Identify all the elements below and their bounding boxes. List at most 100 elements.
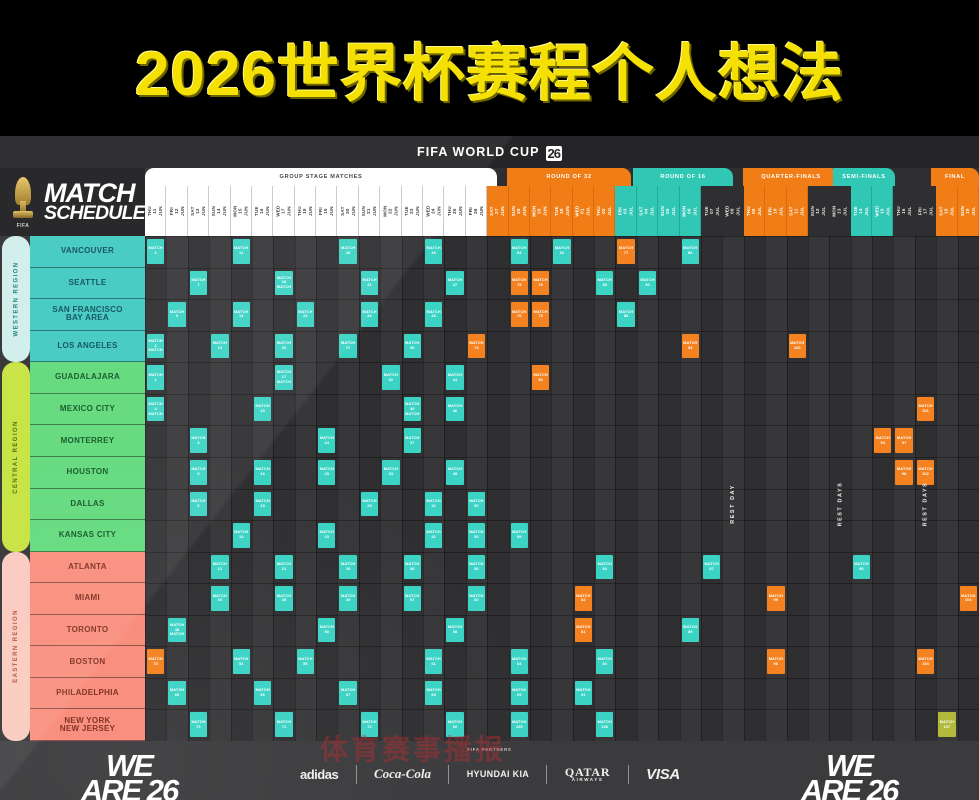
date-header-cell[interactable]: TUE 07 JUL bbox=[701, 186, 723, 236]
date-header-cell[interactable]: SAT 18 JUL bbox=[936, 186, 958, 236]
match-cell[interactable]: MATCH 103 bbox=[916, 649, 935, 674]
sponsor-logo-coke[interactable]: Coca-Cola bbox=[373, 766, 431, 781]
match-cell[interactable]: MATCH 68 bbox=[425, 680, 443, 706]
date-header-cell[interactable]: SAT 11 JUL bbox=[786, 186, 808, 236]
match-cell[interactable]: MATCH 53 bbox=[467, 523, 486, 548]
match-cell[interactable]: MATCH 2 MATCH bbox=[147, 333, 165, 359]
match-cell[interactable]: MATCH 28 bbox=[339, 554, 357, 580]
match-cell[interactable]: MATCH 60 bbox=[467, 586, 486, 611]
match-cell[interactable]: MATCH 87 bbox=[703, 554, 721, 580]
date-header-cell[interactable]: SAT 20 JUN bbox=[337, 186, 359, 236]
match-cell[interactable]: MATCH 90 bbox=[638, 270, 657, 296]
match-cell[interactable]: MATCH 1 bbox=[147, 365, 165, 390]
date-header-cell[interactable]: TUE 30 JUN bbox=[551, 186, 573, 236]
match-cell[interactable]: MATCH 36 MATCH bbox=[403, 396, 421, 422]
match-cell[interactable]: MATCH 37 bbox=[403, 428, 421, 453]
match-cell[interactable]: MATCH 14 bbox=[232, 302, 250, 327]
match-cell[interactable]: MATCH 12 bbox=[211, 554, 229, 580]
date-header-cell[interactable]: WED 24 JUN bbox=[423, 186, 445, 236]
match-cell[interactable]: MATCH 21 bbox=[275, 554, 293, 580]
match-cell[interactable]: MATCH 27 bbox=[339, 333, 357, 359]
match-cell[interactable]: MATCH 73 bbox=[147, 649, 165, 674]
match-cell[interactable]: MATCH 79 bbox=[531, 302, 550, 327]
match-cell[interactable]: MATCH 13 bbox=[232, 523, 250, 548]
match-cell[interactable]: MATCH 102 bbox=[916, 459, 935, 485]
match-cell[interactable]: MATCH 104 bbox=[959, 586, 977, 611]
city-row-label[interactable]: LOS ANGELES bbox=[30, 330, 145, 363]
match-cell[interactable]: MATCH 3 bbox=[147, 239, 165, 264]
sponsor-logo-adidas[interactable]: adidas bbox=[300, 766, 339, 782]
match-cell[interactable]: MATCH 38 bbox=[403, 554, 421, 580]
match-cell[interactable]: MATCH 107 bbox=[938, 712, 956, 737]
city-row-label[interactable]: BOSTON bbox=[30, 646, 145, 678]
match-cell[interactable]: MATCH 92 bbox=[446, 712, 464, 737]
date-header-cell[interactable]: WED 15 JUL bbox=[872, 186, 894, 236]
date-header-cell[interactable]: SAT 27 JUN bbox=[487, 186, 509, 236]
match-cell[interactable]: MATCH 44 bbox=[446, 365, 464, 390]
match-cell[interactable]: MATCH 57 bbox=[403, 586, 421, 611]
match-cell[interactable]: MATCH 16 bbox=[253, 459, 272, 485]
date-header-cell[interactable]: SUN 21 JUN bbox=[358, 186, 381, 236]
match-cell[interactable]: MATCH 15 bbox=[253, 396, 272, 422]
match-cell[interactable]: MATCH 10 bbox=[211, 333, 229, 359]
match-cell[interactable]: MATCH 40 bbox=[425, 239, 443, 264]
date-header-cell[interactable]: SAT 13 JUN bbox=[187, 186, 210, 236]
date-header-cell[interactable]: WED 01 JUL bbox=[572, 186, 595, 236]
date-header-cell[interactable]: THU 09 JUL bbox=[743, 186, 766, 236]
match-cell[interactable]: MATCH 105 bbox=[510, 712, 528, 737]
match-cell[interactable]: MATCH 95 bbox=[852, 554, 871, 580]
match-cell[interactable]: MATCH 55 bbox=[296, 649, 315, 674]
date-header-cell[interactable]: MON 15 JUN bbox=[230, 186, 252, 236]
match-cell[interactable]: MATCH 98 bbox=[895, 459, 913, 485]
city-row-label[interactable]: MONTERREY bbox=[30, 425, 145, 457]
date-header-cell[interactable]: THU 02 JUL bbox=[594, 186, 616, 236]
match-cell[interactable]: MATCH 6 bbox=[189, 491, 208, 517]
match-cell[interactable]: MATCH 100 bbox=[788, 333, 806, 359]
match-cell[interactable]: MATCH 49 bbox=[339, 586, 357, 611]
match-cell[interactable]: MATCH 58 bbox=[446, 617, 464, 643]
date-header-cell[interactable]: SUN 14 JUN bbox=[209, 186, 231, 236]
date-header-cell[interactable]: MON 29 JUN bbox=[529, 186, 552, 236]
date-header-cell[interactable]: THU 25 JUN bbox=[444, 186, 466, 236]
match-cell[interactable]: MATCH 96 bbox=[767, 649, 785, 674]
date-header-cell[interactable]: MON 22 JUN bbox=[380, 186, 402, 236]
match-cell[interactable]: MATCH 42 bbox=[425, 523, 443, 548]
date-header-cell[interactable]: THU 18 JUN bbox=[294, 186, 317, 236]
match-cell[interactable]: MATCH 34 bbox=[360, 302, 379, 327]
match-cell[interactable]: MATCH 51 bbox=[232, 649, 250, 674]
match-cell[interactable]: MATCH 75 bbox=[510, 270, 528, 296]
match-cell[interactable]: MATCH 30 bbox=[211, 586, 229, 611]
match-cell[interactable]: MATCH 72 bbox=[360, 712, 379, 737]
sponsor-logo-hyundai[interactable]: HYUNDAI KIA bbox=[466, 769, 530, 779]
match-cell[interactable]: MATCH 84 bbox=[596, 554, 614, 580]
match-cell[interactable]: MATCH 69 bbox=[510, 680, 528, 706]
match-cell[interactable]: MATCH 106 bbox=[596, 712, 614, 737]
match-cell[interactable]: MATCH 5 bbox=[168, 302, 186, 327]
match-cell[interactable]: MATCH 24 bbox=[318, 428, 336, 453]
match-cell[interactable]: MATCH 97 bbox=[895, 428, 913, 453]
sponsor-logo-qatar[interactable]: QATAR AIRWAYS bbox=[565, 766, 611, 783]
match-cell[interactable]: MATCH 89 bbox=[681, 617, 699, 643]
match-cell[interactable]: MATCH 18 MATCH bbox=[275, 270, 293, 296]
date-header-cell[interactable]: SUN 19 JUL bbox=[957, 186, 979, 236]
match-cell[interactable]: MATCH 39 bbox=[403, 333, 421, 359]
match-cell[interactable]: MATCH 19 bbox=[253, 491, 272, 517]
match-cell[interactable]: MATCH 66 bbox=[253, 680, 272, 706]
match-cell[interactable]: MATCH 99 bbox=[767, 586, 785, 611]
match-cell[interactable]: MATCH 74 bbox=[467, 333, 486, 359]
match-cell[interactable]: MATCH 46 bbox=[446, 396, 464, 422]
match-cell[interactable]: MATCH 45 bbox=[446, 459, 464, 485]
date-header-cell[interactable]: TUE 16 JUN bbox=[251, 186, 274, 236]
match-cell[interactable]: MATCH 88 bbox=[617, 302, 635, 327]
date-header-cell[interactable]: SAT 04 JUL bbox=[636, 186, 659, 236]
city-row-label[interactable]: DALLAS bbox=[30, 488, 145, 521]
match-cell[interactable]: MATCH 76 bbox=[510, 302, 528, 327]
date-header-cell[interactable]: TUE 23 JUN bbox=[401, 186, 423, 236]
date-header-cell[interactable]: THU 11 JUN bbox=[145, 186, 167, 236]
match-cell[interactable]: MATCH 101 bbox=[916, 396, 935, 422]
city-row-label[interactable]: TORONTO bbox=[30, 614, 145, 647]
match-cell[interactable]: MATCH 91 bbox=[574, 680, 593, 706]
match-cell[interactable]: MATCH 41 bbox=[425, 491, 443, 517]
match-cell[interactable]: MATCH 52 bbox=[467, 491, 486, 517]
match-cell[interactable]: MATCH 22 bbox=[296, 302, 315, 327]
